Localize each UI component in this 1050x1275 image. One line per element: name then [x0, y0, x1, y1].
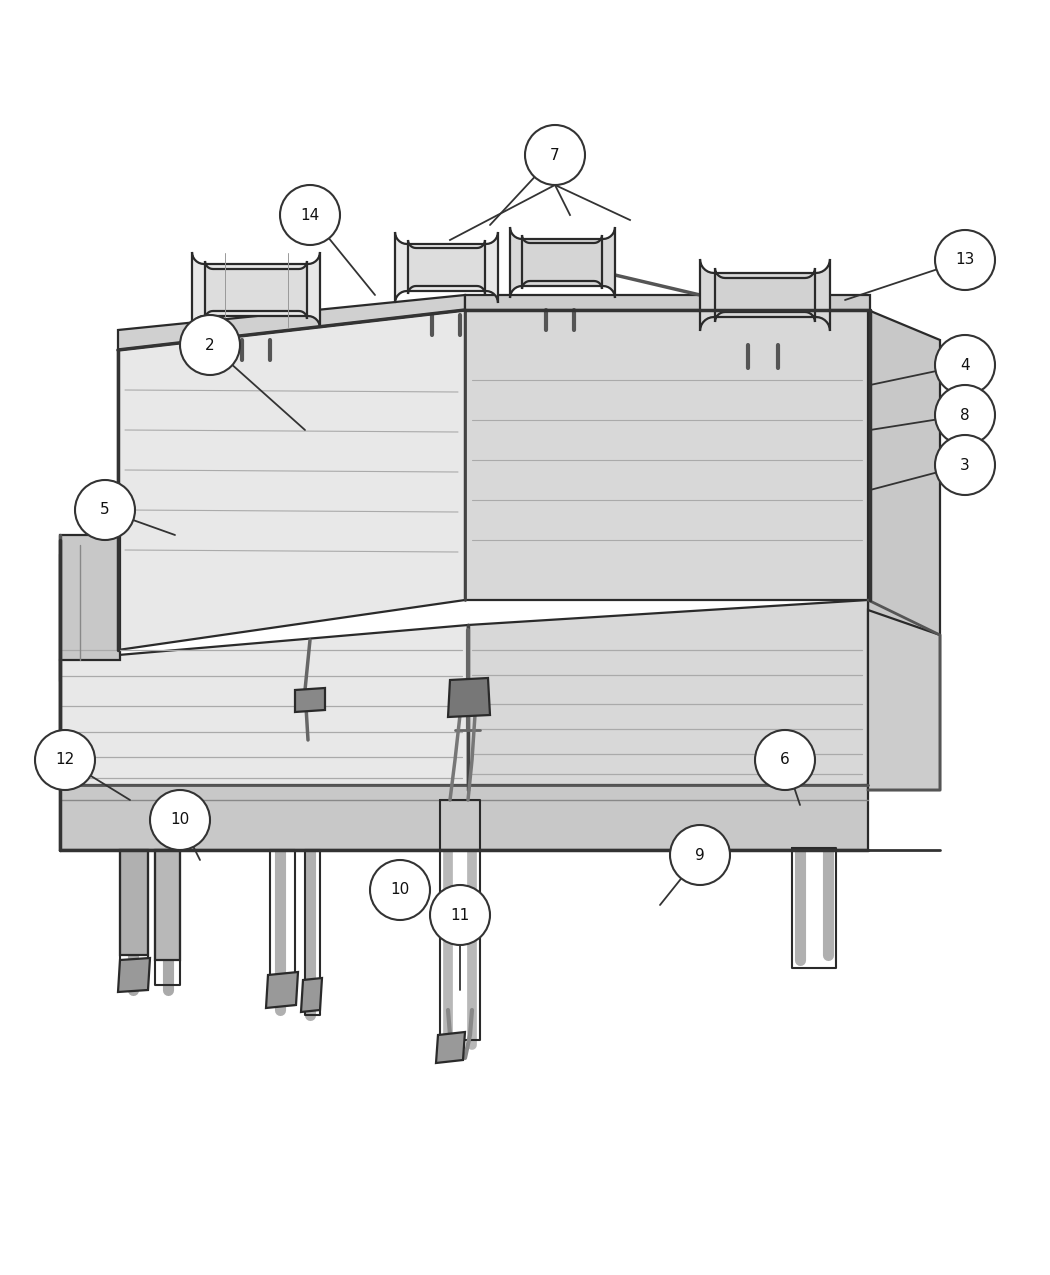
Polygon shape [868, 310, 940, 790]
Polygon shape [205, 261, 307, 319]
Polygon shape [408, 240, 485, 295]
Circle shape [35, 731, 94, 790]
Text: 4: 4 [960, 357, 970, 372]
Circle shape [934, 435, 995, 495]
Text: 12: 12 [56, 752, 75, 768]
Polygon shape [868, 609, 940, 790]
Text: 10: 10 [391, 882, 410, 898]
Polygon shape [468, 601, 868, 790]
Text: 14: 14 [300, 208, 319, 223]
Circle shape [934, 335, 995, 395]
Polygon shape [60, 625, 468, 790]
Polygon shape [118, 310, 465, 650]
Polygon shape [155, 850, 180, 960]
Circle shape [150, 790, 210, 850]
Polygon shape [395, 232, 498, 303]
Polygon shape [522, 235, 602, 289]
Polygon shape [60, 536, 118, 680]
Polygon shape [266, 972, 298, 1009]
Polygon shape [510, 227, 615, 298]
Polygon shape [700, 259, 830, 332]
Circle shape [670, 825, 730, 885]
Polygon shape [436, 1031, 465, 1063]
Circle shape [755, 731, 815, 790]
Polygon shape [120, 850, 148, 955]
Circle shape [180, 315, 240, 375]
Text: 10: 10 [170, 812, 190, 827]
Polygon shape [295, 688, 326, 711]
Polygon shape [192, 252, 320, 328]
Polygon shape [60, 536, 120, 660]
Circle shape [430, 885, 490, 945]
Text: 3: 3 [960, 458, 970, 473]
Text: 7: 7 [550, 148, 560, 162]
Polygon shape [465, 295, 870, 310]
Polygon shape [715, 268, 815, 323]
Polygon shape [118, 295, 465, 351]
Circle shape [525, 125, 585, 185]
Polygon shape [465, 310, 870, 601]
Circle shape [370, 861, 430, 921]
Circle shape [75, 479, 135, 541]
Polygon shape [118, 958, 150, 992]
Text: 13: 13 [956, 252, 974, 268]
Circle shape [934, 230, 995, 289]
Polygon shape [301, 978, 322, 1012]
Circle shape [280, 185, 340, 245]
Circle shape [934, 385, 995, 445]
Text: 6: 6 [780, 752, 790, 768]
Polygon shape [448, 678, 490, 717]
Text: 9: 9 [695, 848, 705, 862]
Text: 5: 5 [100, 502, 110, 518]
Text: 2: 2 [205, 338, 215, 352]
Text: 11: 11 [450, 908, 469, 923]
Text: 8: 8 [960, 408, 970, 422]
Polygon shape [60, 785, 868, 850]
